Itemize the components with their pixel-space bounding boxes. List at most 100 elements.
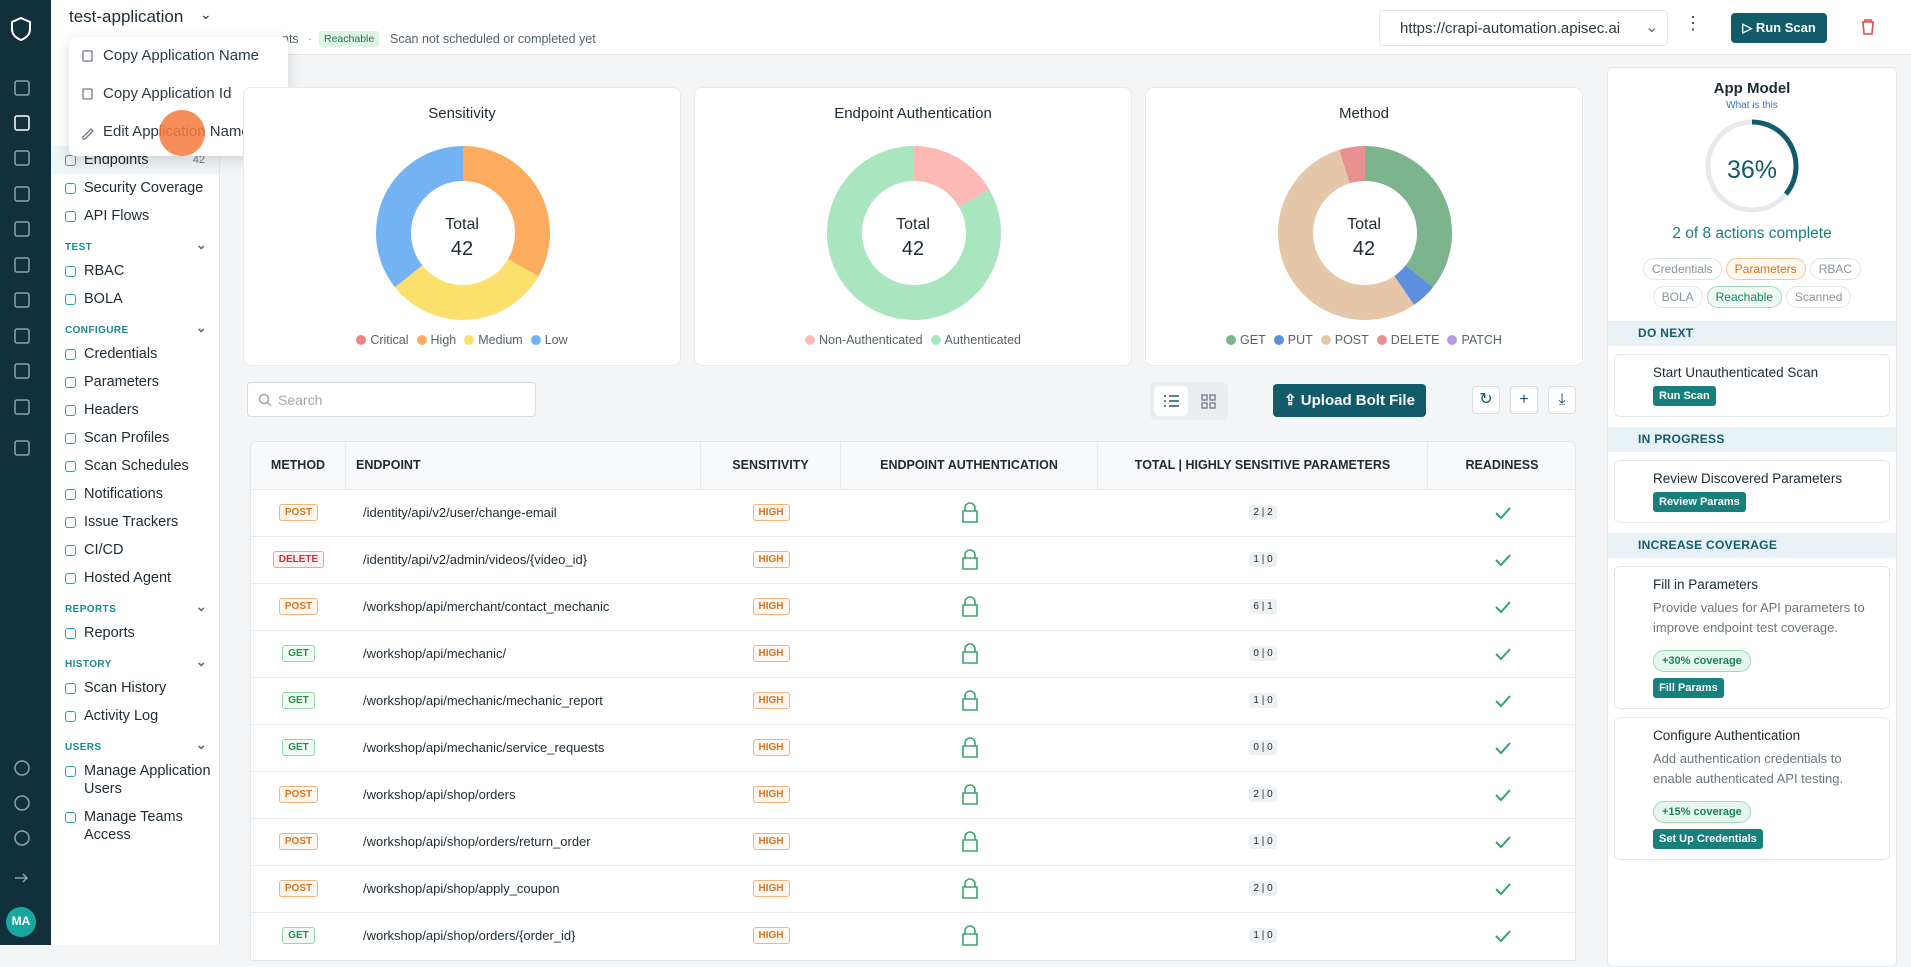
app-header <box>51 0 220 38</box>
search-placeholder: Search <box>278 392 323 408</box>
table-row[interactable]: DELETE/identity/api/v2/admin/videos/{vid… <box>251 536 1575 583</box>
upload-button[interactable]: ⇪ Upload Bolt File <box>1273 384 1426 417</box>
nav-item[interactable]: Credentials <box>51 340 219 368</box>
method-badge: POST <box>251 833 346 850</box>
action-card: Configure Authentication Add authenticati… <box>1614 717 1890 860</box>
column-header[interactable]: READINESS <box>1428 442 1575 489</box>
legend-swatch <box>530 335 541 345</box>
card-button[interactable]: Run Scan <box>1653 386 1716 406</box>
url-box[interactable]: https://crapi-automation.apisec.ai ⌄ <box>1379 10 1668 46</box>
legend-entry: High <box>416 333 456 347</box>
params-label: 2 | 0 <box>1249 787 1277 802</box>
nav-item[interactable]: Activity Log <box>51 702 219 730</box>
lock-shape <box>961 643 978 664</box>
sensitivity-label: HIGH <box>752 504 790 521</box>
menu-item[interactable]: Copy Application Name <box>103 47 259 64</box>
view-icons <box>1164 394 1216 409</box>
table-row[interactable]: GET/workshop/api/shop/orders/{order_id} H… <box>251 912 1575 959</box>
column-header[interactable]: ENDPOINT <box>346 442 701 489</box>
action-card: Start Unauthenticated Scan Run Scan <box>1614 354 1890 417</box>
ring-progress <box>1705 119 1799 213</box>
nav-item[interactable]: Hosted Agent <box>51 564 219 592</box>
section-header[interactable]: INCREASE COVERAGE <box>1608 533 1896 558</box>
legend-label: Authenticated <box>944 333 1021 347</box>
table-row[interactable]: GET/workshop/api/mechanic/HIGH 0 | 0 <box>251 630 1575 677</box>
run-scan-button[interactable]: ▷ Run Scan <box>1731 13 1827 43</box>
legend-label: PATCH <box>1461 333 1502 347</box>
table-row[interactable]: POST/workshop/api/merchant/contact_mecha… <box>251 583 1575 630</box>
nav-item[interactable]: Parameters <box>51 368 219 396</box>
table-row[interactable]: POST/workshop/api/shop/orders/return_ord… <box>251 818 1575 865</box>
nav-item[interactable]: Headers <box>51 396 219 424</box>
table-row[interactable]: POST/workshop/api/shop/apply_coupon HIGH 2… <box>251 865 1575 912</box>
method-badge: POST <box>251 504 346 521</box>
progress-ring <box>1705 119 1799 213</box>
section-title: CONFIGURE <box>65 320 219 336</box>
nav-label: Parameters <box>84 374 159 390</box>
delete-icon[interactable] <box>1860 18 1876 36</box>
nav-item[interactable]: Security Coverage <box>51 174 219 202</box>
nav-item[interactable]: Scan Schedules <box>51 452 219 480</box>
run-scan-label: Run Scan <box>1755 20 1816 35</box>
params: 2 | 0 <box>1098 787 1428 802</box>
nav-item[interactable]: Issue Trackers <box>51 508 219 536</box>
table-row[interactable]: GET/workshop/api/mechanic/mechanic_repor… <box>251 677 1575 724</box>
lock-shape <box>961 549 978 570</box>
status-chip: Parameters <box>1725 258 1806 280</box>
table-row[interactable]: GET/workshop/api/mechanic/service_reques… <box>251 724 1575 771</box>
legend: Critical High Medium Low <box>244 333 680 347</box>
nav-item[interactable]: API Flows <box>51 202 219 230</box>
app-caret[interactable]: ⌄ <box>200 6 212 22</box>
avatar-initials[interactable]: MA <box>11 914 31 928</box>
nav-item[interactable]: Manage Application Users <box>51 757 219 803</box>
check-shape <box>1494 836 1511 849</box>
add-button[interactable]: + <box>1510 386 1538 414</box>
nav-label: Hosted Agent <box>84 570 172 586</box>
card-button[interactable]: Set Up Credentials <box>1653 829 1763 849</box>
params-label: 1 | 0 <box>1249 928 1277 943</box>
endpoint-path: /workshop/api/shop/orders/return_order <box>363 834 591 849</box>
column-header[interactable]: ENDPOINT AUTHENTICATION <box>841 442 1098 489</box>
more-button[interactable]: ⋮ <box>1684 13 1702 33</box>
method-badge: GET <box>251 927 346 944</box>
nav-item[interactable]: Manage Teams Access <box>51 803 219 849</box>
chart-title: Endpoint Authentication <box>834 105 992 122</box>
nav-item[interactable]: Scan Profiles <box>51 424 219 452</box>
menu-item[interactable]: Copy Application Id <box>103 85 232 102</box>
legend-swatch <box>1226 335 1237 345</box>
params: 1 | 0 <box>1098 928 1428 943</box>
refresh-button[interactable]: ↻ <box>1472 386 1500 414</box>
nav-item[interactable]: Scan History <box>51 674 219 702</box>
card-button[interactable]: Fill Params <box>1653 678 1724 698</box>
view-toggle[interactable] <box>1150 382 1228 420</box>
column-header[interactable]: SENSITIVITY <box>701 442 841 489</box>
search-box[interactable]: Search <box>247 382 536 417</box>
nav-item[interactable]: RBAC <box>51 257 219 285</box>
app-name[interactable]: test-application <box>69 7 184 26</box>
panel-title: App Model <box>1713 80 1791 97</box>
cursor-highlight <box>159 110 205 156</box>
table-row[interactable]: POST/identity/api/v2/user/change-email HI… <box>251 489 1575 536</box>
section-title: USERS <box>65 737 219 753</box>
endpoint-path: /workshop/api/mechanic/mechanic_report <box>363 693 603 708</box>
download-button[interactable]: ⤓ <box>1548 386 1576 414</box>
nav-item[interactable]: BOLA <box>51 285 219 313</box>
table-row[interactable]: POST/workshop/api/shop/orders HIGH 2 | 0 <box>251 771 1575 818</box>
chart-title: Sensitivity <box>428 105 496 122</box>
app-model-panel: App Model What is this 36% 2 of 8 actions c… <box>1607 67 1897 967</box>
params: 1 | 0 <box>1098 693 1428 708</box>
ready-check <box>1494 930 1511 943</box>
nav-item[interactable]: Reports <box>51 619 219 647</box>
section-header[interactable]: DO NEXT <box>1608 321 1896 346</box>
column-header[interactable]: METHOD <box>251 442 346 489</box>
nav-item[interactable]: Notifications <box>51 480 219 508</box>
ready-check <box>1494 554 1511 567</box>
method-badge: POST <box>251 880 346 897</box>
panel-link[interactable]: What is this <box>1726 100 1778 111</box>
ready-check <box>1494 742 1511 755</box>
section-header[interactable]: IN PROGRESS <box>1608 427 1896 452</box>
nav-item[interactable]: CI/CD <box>51 536 219 564</box>
lock-icon <box>961 737 978 758</box>
card-button[interactable]: Review Params <box>1653 492 1746 512</box>
column-header[interactable]: TOTAL | HIGHLY SENSITIVE PARAMETERS <box>1098 442 1428 489</box>
